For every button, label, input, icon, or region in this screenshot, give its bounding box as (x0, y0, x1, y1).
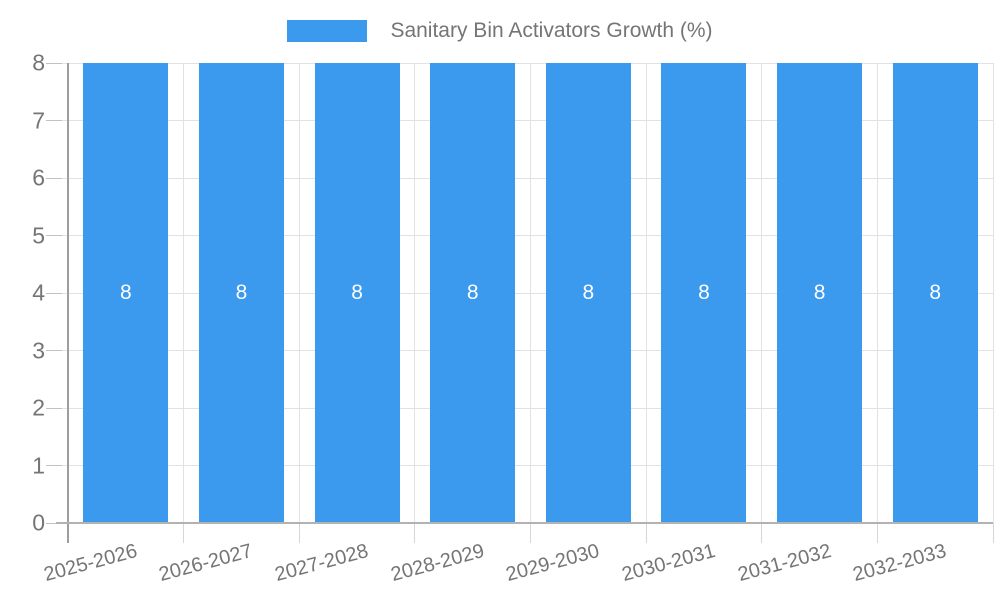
y-axis-tick (46, 62, 62, 64)
y-axis-tick (46, 120, 62, 121)
y-axis-tick-label: 2 (32, 394, 45, 421)
bar-value-label: 8 (466, 281, 479, 304)
bar[interactable]: 8 (198, 63, 284, 523)
y-axis-tick-label: 3 (32, 337, 45, 363)
y-axis-tick-label: 8 (32, 49, 45, 76)
gridline-horizontal (62, 120, 993, 121)
y-axis-tick (46, 407, 62, 409)
y-axis-tick (46, 350, 62, 351)
bar-value-label: 8 (582, 281, 595, 304)
gridline-vertical (530, 63, 531, 523)
gridline-horizontal (62, 62, 993, 64)
y-axis-tick-label: 6 (32, 164, 45, 191)
x-axis-tick (530, 523, 531, 543)
bar-value-label: 8 (235, 281, 248, 304)
gridline-vertical (761, 63, 763, 523)
gridline-horizontal (62, 292, 993, 294)
x-axis-tick (645, 523, 647, 543)
gridline-horizontal (62, 350, 993, 351)
x-axis-tick (183, 523, 185, 543)
bar-value-label: 8 (929, 281, 942, 304)
bar[interactable]: 8 (661, 63, 747, 523)
x-axis-tick (414, 523, 416, 543)
y-axis-tick-label: 5 (32, 222, 45, 248)
y-axis-tick-label: 0 (32, 509, 45, 536)
gridline-vertical (298, 63, 300, 523)
y-axis-tick (46, 177, 62, 179)
bar-value-label: 8 (351, 281, 363, 304)
gridline-horizontal (62, 235, 993, 236)
bar[interactable]: 8 (430, 63, 516, 523)
bar-value-label: 8 (813, 281, 826, 304)
gridline-vertical (876, 63, 878, 523)
x-axis-tick (992, 523, 994, 543)
y-axis-tick (46, 235, 62, 236)
y-axis-tick-label: 1 (32, 452, 45, 478)
legend-label: Sanitary Bin Activators Growth (%) (390, 19, 713, 42)
bar[interactable]: 8 (892, 63, 978, 523)
gridline-horizontal (62, 465, 993, 466)
bar[interactable]: 8 (83, 63, 169, 523)
x-axis-tick (761, 523, 763, 543)
bar-value-label: 8 (698, 281, 710, 304)
y-axis-tick (46, 292, 62, 294)
y-axis-tick-label: 7 (32, 107, 45, 133)
gridline-vertical (992, 63, 994, 523)
x-axis-tick (298, 523, 300, 543)
gridline-horizontal (62, 177, 993, 179)
y-axis-line (67, 63, 69, 543)
gridline-vertical (645, 63, 647, 523)
bar[interactable]: 8 (777, 63, 863, 523)
legend-swatch (287, 20, 368, 42)
bar[interactable]: 8 (545, 63, 631, 523)
gridline-horizontal (62, 407, 993, 409)
bar[interactable]: 8 (314, 63, 400, 523)
gridline-vertical (414, 63, 416, 523)
legend[interactable]: Sanitary Bin Activators Growth (%) (0, 18, 1000, 44)
x-axis-line (56, 522, 993, 524)
y-axis-tick-label: 4 (32, 279, 45, 306)
y-axis-tick (46, 465, 62, 466)
gridline-vertical (183, 63, 185, 523)
y-axis-tick (46, 522, 62, 524)
x-axis-tick (876, 523, 878, 543)
bar-value-label: 8 (119, 281, 132, 304)
